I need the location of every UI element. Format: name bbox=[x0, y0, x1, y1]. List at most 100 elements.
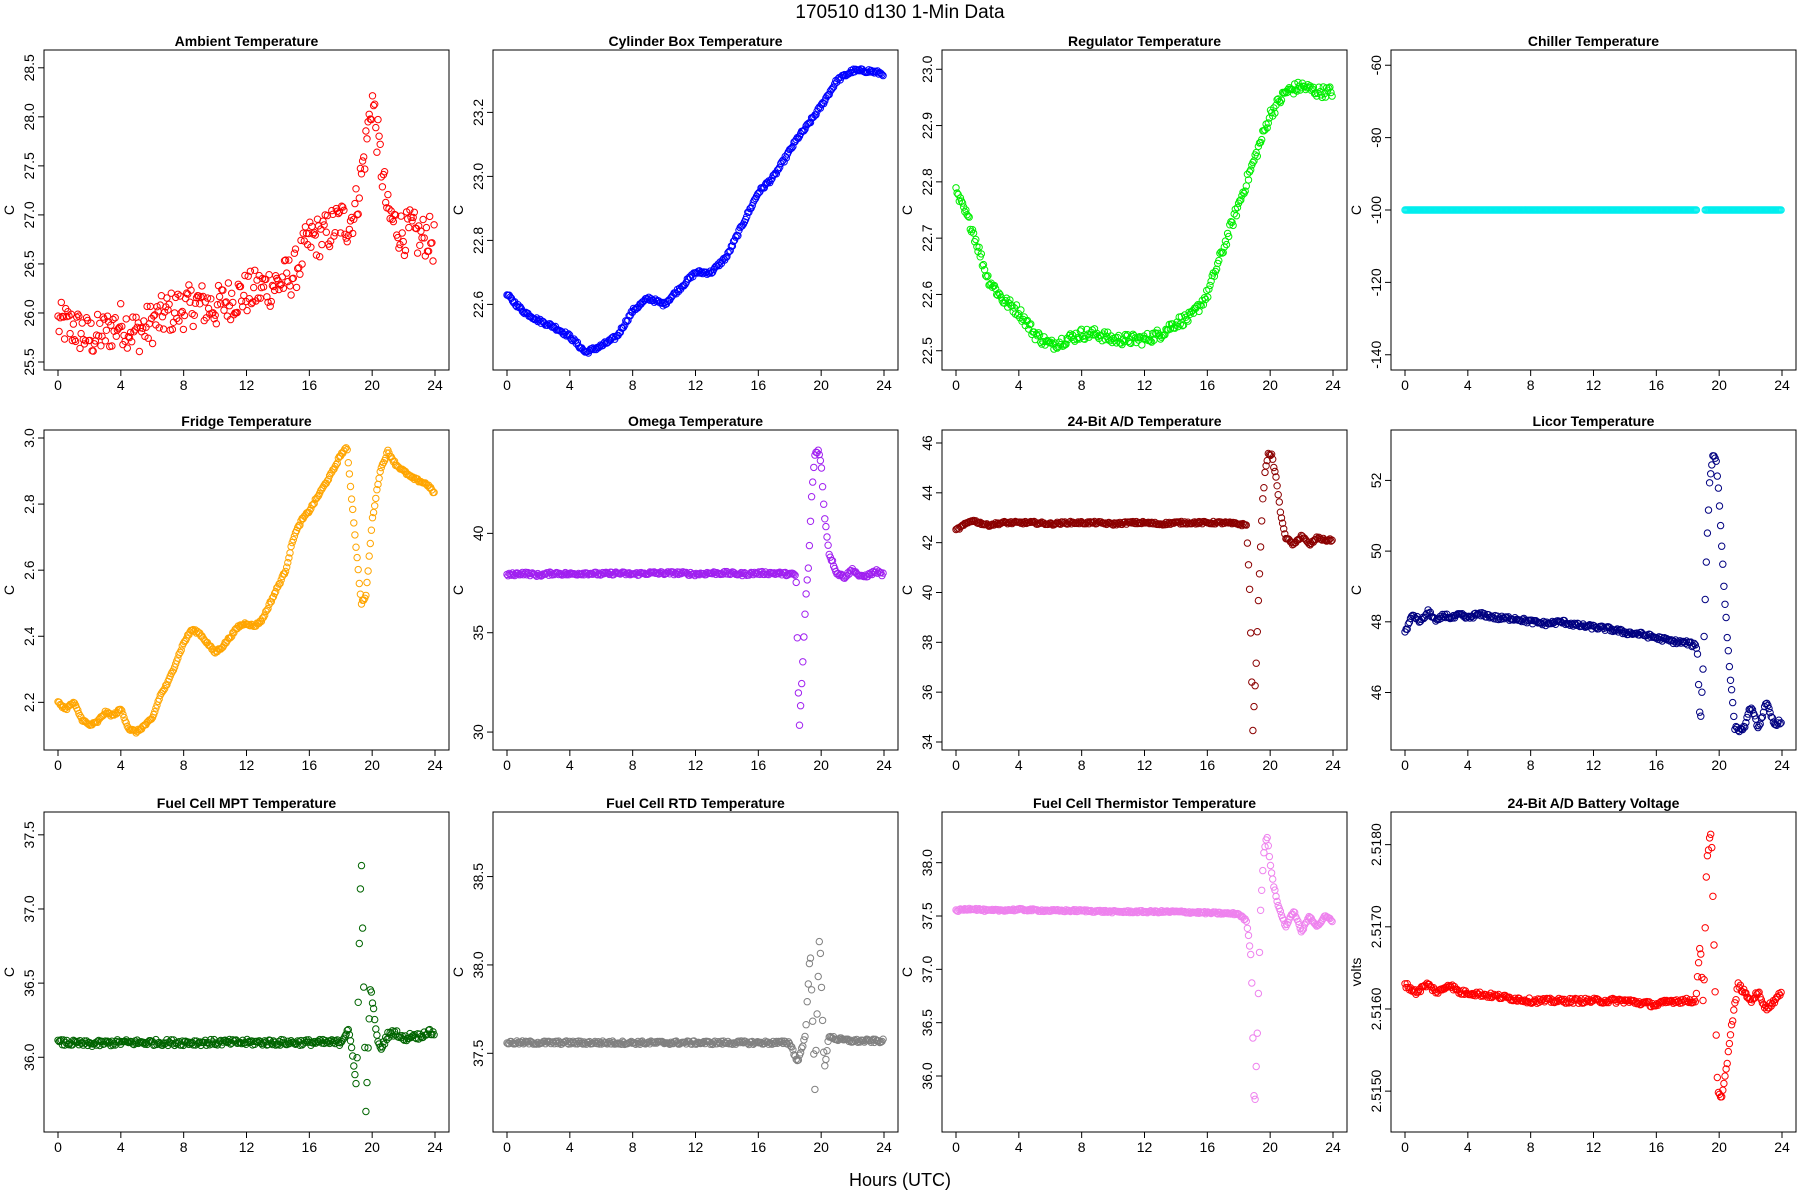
data-point bbox=[1751, 994, 1759, 1002]
data-point bbox=[1116, 518, 1124, 527]
y-tick-label: 22.8 bbox=[470, 227, 486, 254]
x-tick-label: 24 bbox=[1325, 1139, 1341, 1155]
data-point bbox=[1754, 989, 1762, 997]
x-tick-label: 16 bbox=[1200, 1139, 1216, 1155]
y-tick-label: 37.0 bbox=[919, 955, 935, 982]
data-point bbox=[1201, 295, 1210, 304]
data-point bbox=[869, 1035, 877, 1043]
panel-title: Licor Temperature bbox=[1533, 413, 1655, 429]
data-point bbox=[74, 310, 82, 318]
data-point bbox=[810, 113, 818, 121]
data-point bbox=[1729, 1017, 1737, 1025]
data-point bbox=[1035, 331, 1044, 339]
data-point bbox=[1691, 998, 1700, 1006]
data-point bbox=[362, 591, 370, 600]
data-point bbox=[954, 907, 962, 915]
data-point bbox=[159, 686, 168, 694]
x-tick-label: 8 bbox=[1527, 377, 1535, 393]
data-point bbox=[347, 495, 356, 503]
data-point bbox=[580, 1038, 588, 1046]
y-axis-label: C bbox=[1348, 205, 1364, 215]
data-point bbox=[1670, 637, 1679, 646]
data-point bbox=[1730, 712, 1738, 721]
data-point bbox=[1228, 218, 1236, 227]
data-point bbox=[977, 250, 985, 258]
data-point bbox=[1698, 973, 1706, 982]
data-point bbox=[1266, 861, 1275, 870]
data-point bbox=[1466, 614, 1474, 622]
data-point bbox=[57, 298, 65, 307]
data-point bbox=[369, 101, 378, 110]
data-point bbox=[1424, 606, 1432, 614]
data-point bbox=[367, 526, 376, 534]
data-point bbox=[148, 339, 157, 348]
data-point bbox=[1421, 981, 1429, 989]
data-point bbox=[283, 269, 291, 277]
data-point bbox=[1065, 331, 1074, 340]
data-point bbox=[743, 213, 751, 221]
page-title: 170510 d130 1-Min Data bbox=[795, 2, 1005, 23]
data-point bbox=[350, 519, 358, 527]
data-point bbox=[307, 504, 315, 513]
data-point bbox=[422, 1031, 431, 1039]
data-point bbox=[1703, 529, 1712, 537]
data-point bbox=[1723, 1059, 1731, 1068]
y-tick-label: 46 bbox=[919, 435, 935, 451]
data-point bbox=[207, 295, 215, 303]
data-point bbox=[207, 1035, 215, 1044]
data-point bbox=[1692, 206, 1701, 214]
data-point bbox=[151, 708, 159, 716]
data-point bbox=[1229, 221, 1237, 230]
series-points bbox=[54, 92, 438, 356]
data-point bbox=[229, 298, 237, 307]
data-point bbox=[1764, 701, 1772, 710]
x-tick-label: 20 bbox=[813, 377, 829, 393]
data-point bbox=[1697, 712, 1705, 720]
data-point bbox=[382, 198, 390, 207]
data-point bbox=[1249, 1034, 1257, 1042]
data-point bbox=[1284, 85, 1292, 94]
data-point bbox=[1121, 330, 1130, 339]
data-point bbox=[1259, 866, 1267, 875]
data-point bbox=[990, 281, 999, 290]
panel-title: Fuel Cell Thermistor Temperature bbox=[1033, 795, 1256, 811]
data-point bbox=[1553, 996, 1561, 1004]
data-point bbox=[1777, 719, 1785, 727]
data-point bbox=[800, 633, 808, 641]
data-point bbox=[219, 1038, 227, 1046]
data-point bbox=[1255, 570, 1264, 578]
data-point bbox=[1405, 618, 1414, 626]
data-point bbox=[344, 459, 352, 467]
y-axis-label: C bbox=[1, 967, 17, 977]
data-point bbox=[180, 311, 189, 320]
data-point bbox=[958, 199, 967, 207]
y-tick-label: 36 bbox=[919, 684, 935, 700]
data-point bbox=[1470, 990, 1479, 998]
data-point bbox=[305, 229, 313, 238]
y-tick-label: 23.0 bbox=[919, 55, 935, 82]
data-point bbox=[1776, 720, 1784, 728]
x-tick-label: 24 bbox=[876, 1139, 892, 1155]
data-point bbox=[1710, 941, 1718, 949]
data-point bbox=[220, 306, 228, 314]
series-points bbox=[503, 937, 887, 1094]
data-point bbox=[400, 251, 409, 260]
data-point bbox=[724, 249, 732, 257]
data-point bbox=[96, 319, 104, 327]
data-point bbox=[96, 1041, 104, 1050]
data-point bbox=[422, 223, 431, 232]
data-point bbox=[124, 333, 133, 341]
data-point bbox=[228, 289, 236, 297]
data-point bbox=[1720, 582, 1728, 590]
data-point bbox=[1704, 506, 1713, 514]
data-point bbox=[372, 1025, 380, 1033]
data-point bbox=[1207, 277, 1215, 285]
x-tick-label: 4 bbox=[1464, 377, 1472, 393]
data-point bbox=[373, 1031, 381, 1039]
data-point bbox=[1328, 92, 1336, 100]
data-point bbox=[320, 221, 328, 229]
data-point bbox=[1633, 629, 1641, 637]
x-tick-label: 4 bbox=[117, 1139, 125, 1155]
data-point bbox=[1272, 892, 1280, 901]
